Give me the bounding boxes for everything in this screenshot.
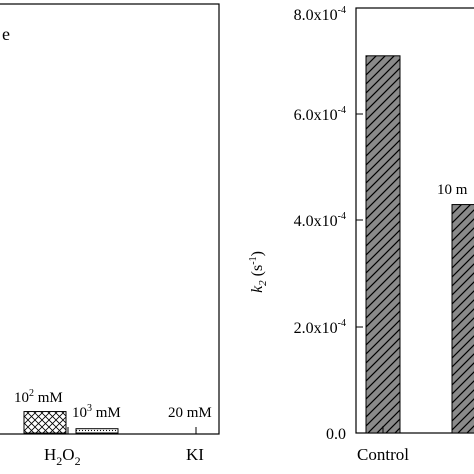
bar-control (365, 55, 401, 434)
y-tick-0: 0.0 (326, 426, 363, 443)
y-axis-label: k2 (s-1) (248, 251, 269, 293)
left-plot-frame (0, 3, 220, 435)
y-tick-label-0: 0.0 (326, 426, 346, 443)
bar-10mm (451, 204, 474, 434)
bar-annotation-1000mm: 103 mM (72, 403, 121, 421)
bar-annotation-20mm: 20 mM (168, 405, 212, 421)
y-tick-label-4: 8.0x10-4 (294, 5, 346, 24)
category-label-control: Control (357, 445, 409, 464)
right-panel: k2 (s-1) 0.0 2.0x10-4 4.0x10-4 6.0x10-4 (248, 5, 474, 464)
bar-h2o2-1000mm (75, 428, 119, 434)
bar-h2o2-100mm (23, 411, 67, 434)
bar-annotation-100mm: 102 mM (14, 388, 63, 406)
y-tick-label-2: 4.0x10-4 (294, 211, 346, 230)
left-title-fragment: e (2, 24, 10, 44)
y-tick-3: 6.0x10-4 (294, 105, 363, 124)
y-axis-ticks: 0.0 2.0x10-4 4.0x10-4 6.0x10-4 8.0x10-4 (294, 5, 363, 443)
left-panel: e H2O2 KI 102 mM 103 mM 20 mM (0, 3, 220, 468)
y-tick-2: 4.0x10-4 (294, 211, 363, 230)
y-tick-label-3: 6.0x10-4 (294, 105, 346, 124)
y-tick-1: 2.0x10-4 (294, 318, 363, 337)
bar-annotation-10m: 10 m (437, 182, 468, 198)
category-label-ki: KI (186, 445, 204, 464)
y-tick-label-1: 2.0x10-4 (294, 318, 346, 337)
y-tick-4: 8.0x10-4 (294, 5, 363, 24)
category-label-h2o2: H2O2 (44, 445, 81, 468)
